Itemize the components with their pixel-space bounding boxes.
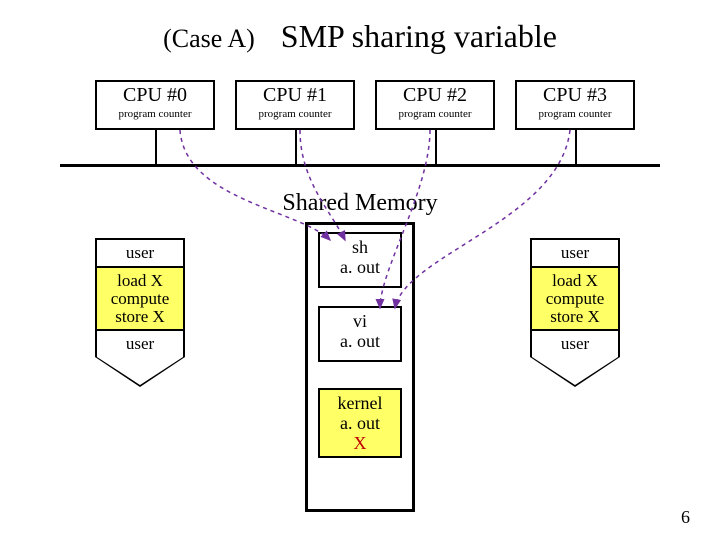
cpu-stem — [155, 130, 157, 164]
cpu-label: CPU #0 — [97, 82, 213, 107]
stack-cell-line: user — [97, 244, 183, 262]
stack-cell-line: user — [532, 244, 618, 262]
stack-cell: user — [95, 329, 185, 357]
cpu-box: CPU #1program counter — [235, 80, 355, 130]
program-counter-label: program counter — [517, 107, 633, 120]
program-counter-label: program counter — [377, 107, 493, 120]
mem-cell-line: kernel — [320, 394, 400, 414]
memory-cell: via. out — [318, 306, 402, 362]
stack-cell-line: store X — [97, 308, 183, 326]
stack-cell: user — [530, 329, 620, 357]
page-number: 6 — [681, 507, 690, 528]
mem-cell-line: a. out — [320, 414, 400, 434]
stack-cell-line: load X — [532, 272, 618, 290]
stack-cell-line: store X — [532, 308, 618, 326]
stack-cell-line: user — [97, 335, 183, 353]
shared-memory-label: Shared Memory — [0, 190, 720, 217]
bus-line — [60, 164, 660, 167]
cpu-label: CPU #1 — [237, 82, 353, 107]
memory-cell: sha. out — [318, 232, 402, 288]
stack-cell: load Xcomputestore X — [95, 266, 185, 330]
cpu-stem — [295, 130, 297, 164]
cpu-label: CPU #2 — [377, 82, 493, 107]
cpu-stem — [435, 130, 437, 164]
thread-stack: user load Xcomputestore X user — [95, 238, 185, 387]
memory-cell: kernela. outX — [318, 388, 402, 458]
cpu-box: CPU #2program counter — [375, 80, 495, 130]
cpu-label: CPU #3 — [517, 82, 633, 107]
stack-cell-line: compute — [97, 290, 183, 308]
mem-cell-line: a. out — [320, 258, 400, 278]
cpu-stem — [575, 130, 577, 164]
program-counter-label: program counter — [237, 107, 353, 120]
stack-arrowhead-icon — [530, 357, 620, 387]
title-row: (Case A) SMP sharing variable — [0, 18, 720, 55]
stack-arrowhead-icon — [95, 357, 185, 387]
stack-cell-line: user — [532, 335, 618, 353]
mem-cell-line: vi — [320, 312, 400, 332]
mem-cell-line: a. out — [320, 332, 400, 352]
cpu-box: CPU #0program counter — [95, 80, 215, 130]
stack-cell-line: load X — [97, 272, 183, 290]
program-counter-label: program counter — [97, 107, 213, 120]
case-label: (Case A) — [163, 24, 255, 53]
stack-cell-line: compute — [532, 290, 618, 308]
thread-stack: user load Xcomputestore X user — [530, 238, 620, 387]
shared-variable-x: X — [320, 434, 400, 454]
main-title: SMP sharing variable — [281, 18, 557, 54]
cpu-box: CPU #3program counter — [515, 80, 635, 130]
stack-cell: load Xcomputestore X — [530, 266, 620, 330]
stack-cell: user — [530, 238, 620, 266]
mem-cell-line: sh — [320, 238, 400, 258]
stack-cell: user — [95, 238, 185, 266]
